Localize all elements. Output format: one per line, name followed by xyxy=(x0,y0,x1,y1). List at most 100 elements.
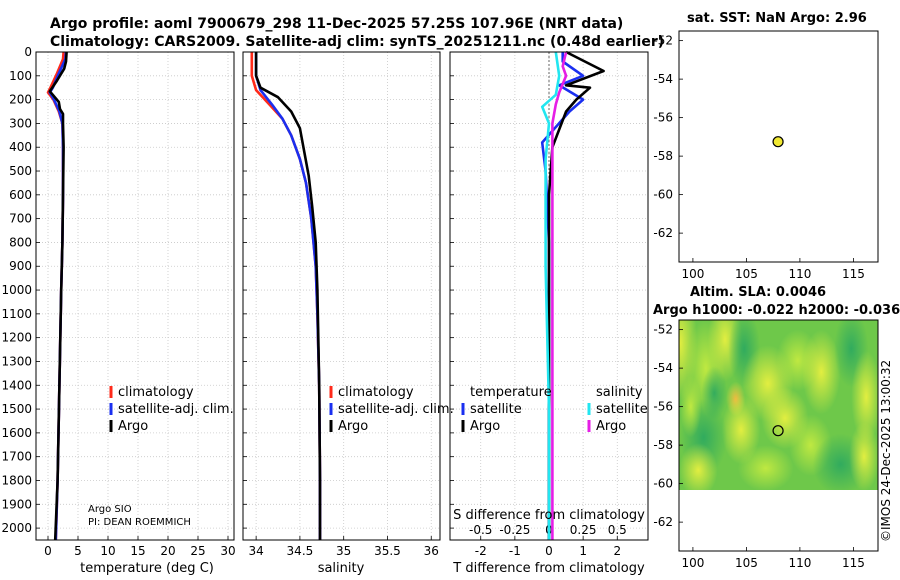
y-tick-label: 100 xyxy=(9,69,32,83)
top-x-tick-label: -0.5 xyxy=(469,523,492,537)
y-tick-label: 200 xyxy=(9,93,32,107)
imos-watermark: ©IMOS 24-Dec-2025 13:00:32 xyxy=(879,360,893,542)
y-tick-label: 1800 xyxy=(1,473,32,487)
y-tick-label: 900 xyxy=(9,259,32,273)
y-tick-label: 2000 xyxy=(1,521,32,535)
x-tick-label: 105 xyxy=(735,267,758,281)
heatmap-blob xyxy=(721,395,761,465)
top-x-tick-label: 0.25 xyxy=(570,523,597,537)
x-tick-label: 0 xyxy=(545,544,553,558)
x-tick-label: 1 xyxy=(579,544,587,558)
x-tick-label: 34 xyxy=(248,544,263,558)
y-tick-label: -62 xyxy=(653,226,673,240)
x-tick-label: 25 xyxy=(190,544,205,558)
plot-frame xyxy=(449,51,649,541)
heatmap-blob xyxy=(802,329,841,415)
y-tick-label: -58 xyxy=(653,438,673,452)
map-frame xyxy=(678,319,879,552)
y-tick-label: 1100 xyxy=(1,307,32,321)
argo-location-marker xyxy=(772,136,784,148)
y-tick-label: 500 xyxy=(9,164,32,178)
sla-panel-title-line2: Argo h1000: -0.022 h2000: -0.036 xyxy=(653,303,900,318)
series-line-satellite-adj-clim- xyxy=(254,52,322,540)
legend-label-climatology: climatology xyxy=(338,385,414,400)
legend-label-s-argo: Argo xyxy=(596,419,626,434)
y-tick-label: 1700 xyxy=(1,450,32,464)
top-x-tick-label: -0.25 xyxy=(499,523,530,537)
y-tick-label: 1900 xyxy=(1,497,32,511)
y-tick-label: 400 xyxy=(9,140,32,154)
map-frame xyxy=(678,30,879,263)
series-line-argo xyxy=(254,52,322,540)
salinity-legend: climatology satellite-adj. clim. Argo xyxy=(329,385,454,434)
y-tick-label: 600 xyxy=(9,188,32,202)
heatmap-blob xyxy=(851,350,878,444)
sla-map-plot: 100 105 110 115 -52 -54 -56 -58 -60 -62 xyxy=(653,319,879,570)
plot-frame xyxy=(242,51,441,541)
y-tick-label: 1400 xyxy=(1,378,32,392)
x-tick-label: 0 xyxy=(44,544,52,558)
legend-label-satellite: satellite-adj. clim. xyxy=(338,402,454,417)
sla-heatmap xyxy=(679,320,878,490)
y-tick-label: -60 xyxy=(653,188,673,202)
x-tick-label: 110 xyxy=(788,267,811,281)
x-tick-label: 36 xyxy=(424,544,439,558)
x-tick-label: 35 xyxy=(336,544,351,558)
x-tick-label: 100 xyxy=(681,556,704,570)
y-tick-label: 1000 xyxy=(1,283,32,297)
legend-label-t-satellite: satellite xyxy=(470,402,522,417)
legend-label-climatology: climatology xyxy=(118,385,194,400)
y-tick-label: -52 xyxy=(653,34,673,48)
heatmap-blob xyxy=(679,443,718,490)
x-tick-label: -1 xyxy=(509,544,521,558)
x-tick-label: 20 xyxy=(160,544,175,558)
y-tick-label: 1500 xyxy=(1,402,32,416)
y-tick-label: -60 xyxy=(653,477,673,491)
legend-label-t-argo: Argo xyxy=(470,419,500,434)
plot-frame xyxy=(35,51,235,541)
x-tick-label: -2 xyxy=(475,544,487,558)
y-tick-label: 1600 xyxy=(1,426,32,440)
x-tick-label: 34.5 xyxy=(287,544,314,558)
series-line-t-argo xyxy=(547,50,605,540)
difference-profile-plot: -2 -1 0 1 2-0.5 -0.25 0 0.25 0.5 xyxy=(449,50,649,558)
top-x-tick-label: 0.5 xyxy=(608,523,627,537)
series-line-s-argo xyxy=(551,51,568,540)
difference-xlabel: T difference from climatology xyxy=(452,561,645,576)
legend-title-salinity: salinity xyxy=(596,385,643,400)
y-tick-label: -56 xyxy=(653,111,673,125)
argo-location-marker xyxy=(772,425,784,437)
y-tick-label: -54 xyxy=(653,361,673,375)
legend-label-satellite: satellite-adj. clim. xyxy=(118,402,234,417)
salinity-xlabel: salinity xyxy=(318,561,365,576)
legend-title-temperature: temperature xyxy=(470,385,552,400)
argo-center-label: Argo SIO xyxy=(88,504,132,515)
pi-label: PI: DEAN ROEMMICH xyxy=(88,517,191,528)
legend-label-argo: Argo xyxy=(338,419,368,434)
x-tick-label: 35.5 xyxy=(374,544,401,558)
x-tick-label: 105 xyxy=(735,556,758,570)
y-tick-label: -58 xyxy=(653,149,673,163)
temperature-xlabel: temperature (deg C) xyxy=(80,561,214,576)
x-tick-label: 2 xyxy=(613,544,621,558)
y-tick-label: -56 xyxy=(653,400,673,414)
y-tick-label: 0 xyxy=(24,45,32,59)
y-tick-label: -62 xyxy=(653,515,673,529)
series-line-s-satellite xyxy=(540,51,561,540)
x-tick-label: 5 xyxy=(74,544,82,558)
difference-top-xlabel: S difference from climatology xyxy=(453,508,645,523)
salinity-profile-plot: 34 34.5 35 35.5 36 xyxy=(242,51,441,558)
series-line-argo xyxy=(48,51,68,541)
sla-panel-title-line1: Altim. SLA: 0.0046 xyxy=(690,285,826,300)
y-tick-label: 800 xyxy=(9,235,32,249)
heatmap-blob xyxy=(680,375,702,438)
sst-map-plot: 100 105 110 115 -52 -54 -56 -58 -60 -62 xyxy=(653,30,879,281)
x-tick-label: 115 xyxy=(842,556,865,570)
x-tick-label: 10 xyxy=(100,544,115,558)
legend-label-argo: Argo xyxy=(118,419,148,434)
sst-panel-title: sat. SST: NaN Argo: 2.96 xyxy=(687,11,867,26)
heatmap-blob xyxy=(849,422,878,490)
y-tick-label: 700 xyxy=(9,212,32,226)
x-tick-label: 115 xyxy=(842,267,865,281)
